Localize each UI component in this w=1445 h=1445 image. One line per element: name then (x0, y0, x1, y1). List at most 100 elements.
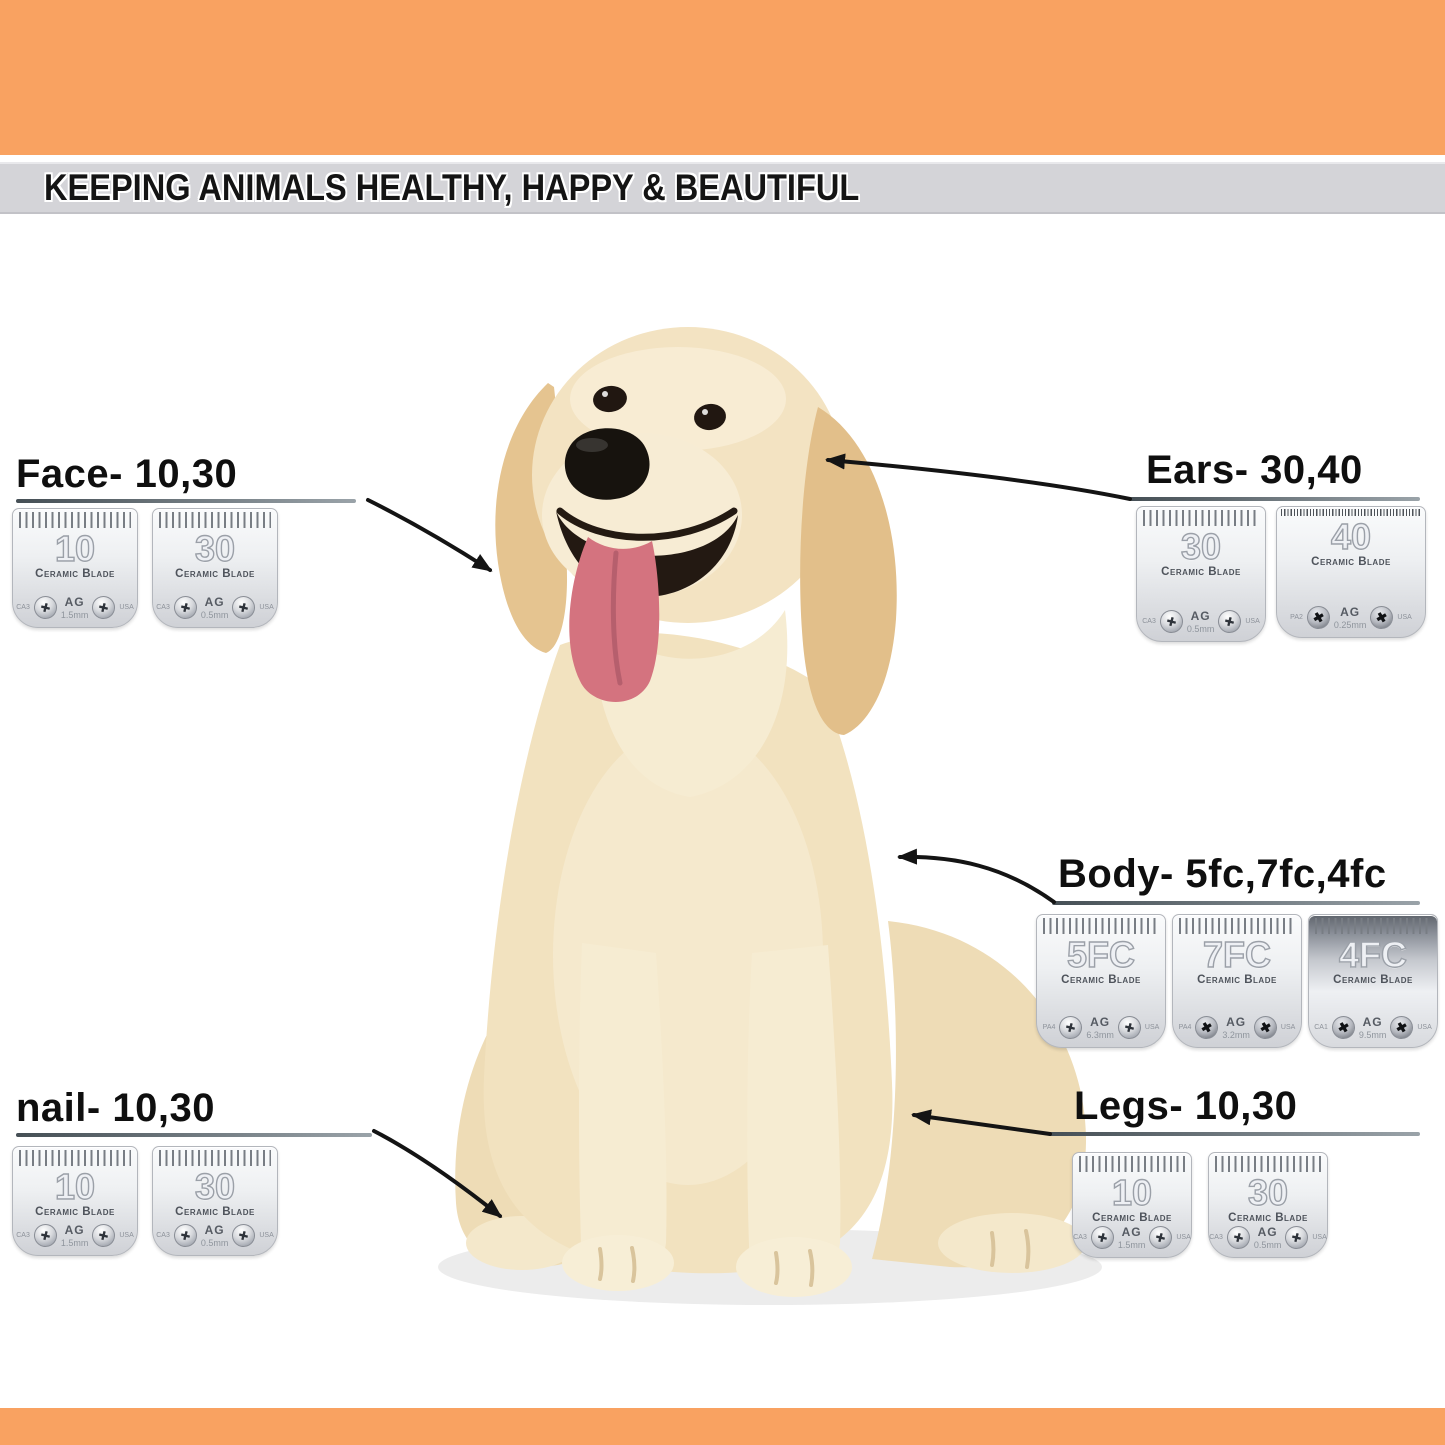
blade-brand: AG (1362, 1014, 1383, 1029)
screw-icon: ✚ (171, 1221, 200, 1251)
blade-size-number: 7FC (1202, 934, 1271, 975)
screw-icon: ✚ (1215, 607, 1244, 637)
blade-right-mark: USA (119, 604, 134, 612)
blade-size-number: 5FC (1066, 934, 1135, 975)
blade-gauge: 0.5mm (200, 609, 229, 620)
screw-icon: ✚ (1088, 1223, 1117, 1253)
blade-screw-row: CA3 ✚ AG 0.5mm ✚ USA (153, 1221, 277, 1251)
face-label: Face- 10,30 (16, 452, 238, 496)
blade-right-mark: USA (259, 1232, 274, 1240)
blade-brand: AG (64, 594, 85, 609)
top-orange-bar (0, 0, 1445, 155)
blade-type-label: Ceramic Blade (1197, 974, 1277, 986)
blade-right-mark: USA (1144, 1024, 1160, 1032)
clipper-blade: 30 Ceramic Blade CA3 ✚ AG 0.5mm ✚ USA (152, 1146, 278, 1256)
banner: KEEPING ANIMALS HEALTHY, HAPPY & BEAUTIF… (0, 162, 1445, 214)
clipper-blade: 10 Ceramic Blade CA3 ✚ AG 1.5mm ✚ USA (12, 1146, 138, 1256)
blade-screw-row: CA3 ✚ AG 1.5mm ✚ USA (13, 1221, 137, 1251)
blade-right-mark: USA (119, 1232, 134, 1240)
screw-icon: ✖ (1329, 1013, 1358, 1043)
clipper-blade: 40 Ceramic Blade PA2 ✖ AG 0.25mm ✖ USA (1276, 506, 1426, 638)
face-underline (16, 499, 356, 503)
blade-teeth (1179, 918, 1295, 934)
screw-icon: ✚ (229, 1221, 258, 1251)
blade-size-number: 10 (54, 528, 96, 569)
blade-brand: AG (204, 594, 225, 609)
screw-icon: ✚ (89, 1221, 118, 1251)
dog-left-eye (593, 385, 627, 413)
face-blades: 10 Ceramic Blade CA3 ✚ AG 1.5mm ✚ USA 30… (12, 508, 278, 628)
blade-left-mark: CA3 (156, 1232, 170, 1240)
blade-screw-row: CA3 ✚ AG 0.5mm ✚ USA (1137, 607, 1265, 637)
blade-size-number: 30 (194, 1166, 236, 1207)
blade-brand: AG (1121, 1224, 1142, 1239)
blade-left-mark: CA3 (16, 604, 30, 612)
blade-type-label: Ceramic Blade (1311, 556, 1391, 568)
blade-brand: AG (204, 1222, 225, 1237)
legs-label: Legs- 10,30 (1074, 1084, 1298, 1128)
blade-screw-row: CA3 ✚ AG 0.5mm ✚ USA (153, 593, 277, 623)
blade-size-number: 10 (1111, 1172, 1153, 1213)
blade-teeth (1043, 918, 1159, 934)
blade-size-number: 40 (1330, 516, 1372, 557)
legs-underline (1048, 1132, 1420, 1136)
blade-brand: AG (1340, 604, 1361, 619)
legs-blades: 10 Ceramic Blade CA3 ✚ AG 1.5mm ✚ USA 30… (1072, 1152, 1328, 1258)
dog-right-eye (694, 403, 726, 431)
blade-screw-row: PA4 ✚ AG 6.3mm ✚ USA (1037, 1013, 1165, 1043)
blade-gauge: 0.25mm (1333, 619, 1367, 630)
blade-type-label: Ceramic Blade (1061, 974, 1141, 986)
blade-gauge: 0.5mm (1253, 1239, 1282, 1250)
clipper-blade: 4FC Ceramic Blade CA1 ✖ AG 9.5mm ✖ USA (1308, 914, 1438, 1048)
blade-teeth (159, 1150, 271, 1166)
blade-left-mark: PA4 (1178, 1024, 1192, 1032)
bottom-orange-bar (0, 1408, 1445, 1445)
blade-brand: AG (1190, 608, 1211, 623)
screw-icon: ✖ (1192, 1013, 1221, 1043)
blade-type-label: Ceramic Blade (1333, 974, 1413, 986)
blade-left-mark: PA4 (1042, 1024, 1056, 1032)
blade-gauge: 0.5mm (200, 1237, 229, 1248)
ears-blades: 30 Ceramic Blade CA3 ✚ AG 0.5mm ✚ USA 40… (1136, 506, 1426, 642)
blade-left-mark: CA3 (156, 604, 170, 612)
blade-teeth (1315, 918, 1431, 934)
ears-underline (1130, 497, 1420, 501)
blade-type-label: Ceramic Blade (1161, 566, 1241, 578)
dog-right-haunch (872, 921, 1087, 1268)
clipper-blade: 30 Ceramic Blade CA3 ✚ AG 0.5mm ✚ USA (152, 508, 278, 628)
screw-icon: ✖ (1251, 1013, 1280, 1043)
blade-brand: AG (64, 1222, 85, 1237)
blade-left-mark: CA1 (1314, 1024, 1328, 1032)
blade-right-mark: USA (1245, 618, 1260, 626)
dog-right-hind-paw (938, 1213, 1086, 1273)
dog-photo (438, 327, 1102, 1305)
clipper-blade: 5FC Ceramic Blade PA4 ✚ AG 6.3mm ✚ USA (1036, 914, 1166, 1048)
blade-type-label: Ceramic Blade (35, 568, 115, 580)
blade-left-mark: CA3 (16, 1232, 30, 1240)
clipper-blade: 7FC Ceramic Blade PA4 ✖ AG 3.2mm ✖ USA (1172, 914, 1302, 1048)
blade-left-mark: PA2 (1290, 614, 1303, 622)
blade-teeth (1214, 1156, 1322, 1172)
blade-type-label: Ceramic Blade (175, 568, 255, 580)
screw-icon: ✚ (31, 593, 60, 623)
screw-icon: ✖ (1387, 1013, 1416, 1043)
blade-type-label: Ceramic Blade (1228, 1212, 1308, 1224)
blade-brand: AG (1226, 1014, 1247, 1029)
dog-nose (564, 428, 650, 500)
nail-blades: 10 Ceramic Blade CA3 ✚ AG 1.5mm ✚ USA 30… (12, 1146, 278, 1256)
blade-teeth (1281, 509, 1421, 516)
blade-right-mark: USA (1312, 1234, 1327, 1242)
screw-icon: ✚ (1115, 1013, 1144, 1043)
blade-size-number: 10 (54, 1166, 96, 1207)
screw-icon: ✚ (31, 1221, 60, 1251)
blade-screw-row: CA3 ✚ AG 1.5mm ✚ USA (13, 593, 137, 623)
blade-size-number: 4FC (1338, 934, 1407, 975)
blade-screw-row: PA4 ✖ AG 3.2mm ✖ USA (1173, 1013, 1301, 1043)
screw-icon: ✚ (171, 593, 200, 623)
screw-icon: ✚ (1157, 607, 1186, 637)
blade-brand: AG (1090, 1014, 1111, 1029)
blade-left-mark: CA3 (1073, 1234, 1087, 1242)
screw-icon: ✚ (1146, 1223, 1175, 1253)
clipper-blade: 30 Ceramic Blade CA3 ✚ AG 0.5mm ✚ USA (1208, 1152, 1328, 1258)
